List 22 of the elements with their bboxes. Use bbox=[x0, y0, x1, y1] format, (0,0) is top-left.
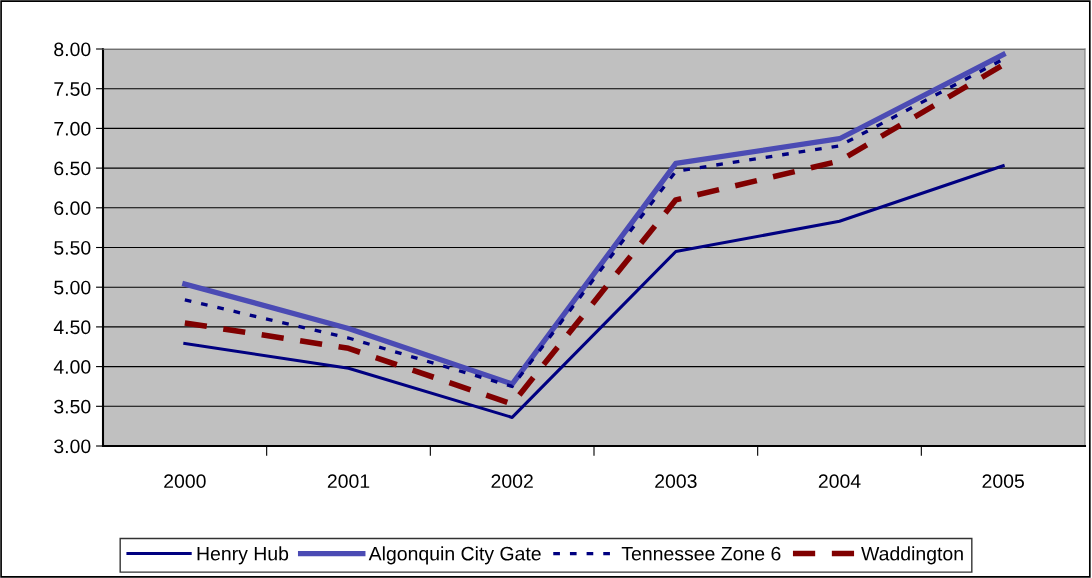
line-series bbox=[183, 164, 1005, 419]
y-tick-label: 7.50 bbox=[54, 82, 91, 96]
x-tick-label: 2001 bbox=[327, 474, 370, 489]
y-tick-label: 5.50 bbox=[54, 240, 91, 255]
legend-label: Algonquin City Gate bbox=[368, 546, 541, 565]
x-tick-label: 2004 bbox=[818, 474, 861, 489]
y-tick-label: 3.50 bbox=[54, 399, 91, 414]
y-tick-label: 5.00 bbox=[54, 280, 91, 295]
x-tick-label: 2000 bbox=[164, 474, 206, 489]
y-tick-label: 4.00 bbox=[53, 360, 91, 374]
y-tick-label: 8.00 bbox=[54, 42, 91, 57]
x-tick-label: 2003 bbox=[655, 474, 697, 489]
x-tick-label: 2002 bbox=[491, 474, 533, 489]
legend-label: Tennessee Zone 6 bbox=[621, 546, 781, 561]
legend-label: Waddington bbox=[861, 546, 963, 565]
legend-label: Henry Hub bbox=[197, 546, 289, 565]
y-tick-label: 6.00 bbox=[54, 201, 91, 216]
y-tick-label: 6.50 bbox=[54, 161, 91, 176]
y-tick-label: 3.00 bbox=[54, 439, 91, 454]
y-tick-label: 4.50 bbox=[53, 320, 91, 335]
x-tick-label: 2005 bbox=[982, 474, 1024, 489]
y-tick-label: 7.00 bbox=[54, 121, 91, 136]
